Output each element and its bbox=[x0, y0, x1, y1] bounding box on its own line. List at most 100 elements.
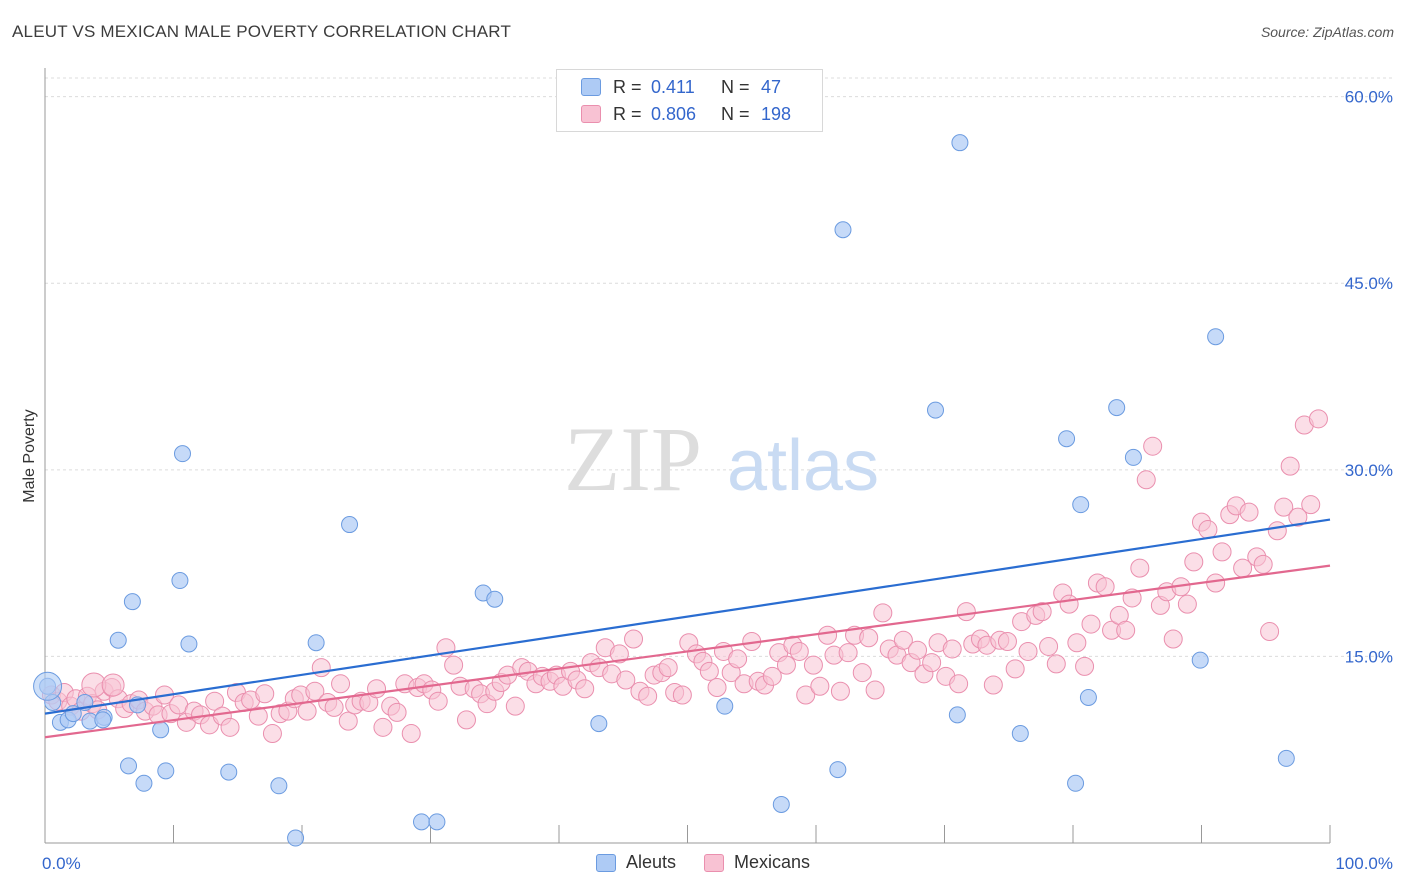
aleuts-point bbox=[307, 634, 325, 652]
mexicans-point bbox=[908, 640, 928, 660]
mexicans-point bbox=[1046, 654, 1066, 674]
mexicans-point bbox=[624, 629, 644, 649]
mexicans-point bbox=[248, 706, 268, 726]
aleuts-point bbox=[123, 593, 141, 611]
mexicans-point bbox=[1301, 495, 1321, 515]
mexicans-point bbox=[505, 696, 525, 716]
mexicans-point bbox=[1177, 594, 1197, 614]
mexicans-point bbox=[324, 697, 344, 717]
mexicans-point bbox=[1039, 636, 1059, 656]
legend-r-label: R = bbox=[613, 103, 642, 124]
series-swatch-mexicans bbox=[704, 853, 724, 872]
aleuts-point bbox=[109, 631, 127, 649]
aleuts-point bbox=[152, 721, 170, 739]
mexicans-point bbox=[873, 603, 893, 623]
y-tick-label: 45.0% bbox=[1345, 274, 1393, 293]
mexicans-point bbox=[1067, 633, 1087, 653]
mexicans-point bbox=[638, 686, 658, 706]
trend-lines bbox=[44, 518, 1331, 739]
legend-r-value: 0.411 bbox=[651, 76, 695, 97]
series-label-aleuts: Aleuts bbox=[625, 852, 676, 872]
mexicans-point bbox=[1163, 629, 1183, 649]
y-tick-labels: 15.0% 30.0% 45.0% 60.0% bbox=[1345, 88, 1393, 667]
series-legend-mexicans[interactable]: Mexicans bbox=[704, 852, 810, 873]
mexicans-point bbox=[367, 679, 387, 699]
mexicans-point bbox=[1198, 520, 1218, 540]
aleuts-point bbox=[33, 671, 63, 701]
mexicans-point bbox=[865, 680, 885, 700]
aleuts-point bbox=[1191, 651, 1209, 669]
mexicans-point bbox=[789, 641, 809, 661]
mexicans-point bbox=[262, 724, 282, 744]
mexicans-point bbox=[893, 630, 913, 650]
mexicans-point bbox=[1253, 554, 1273, 574]
mexicans-point bbox=[830, 681, 850, 701]
aleuts-trendline bbox=[44, 518, 1331, 715]
legend-n-label: N = bbox=[721, 103, 750, 124]
mexicans-point bbox=[338, 711, 358, 731]
axes bbox=[44, 68, 1331, 844]
series-legend-aleuts[interactable]: Aleuts bbox=[595, 852, 676, 873]
mexicans-point bbox=[1075, 656, 1095, 676]
mexicans-point bbox=[1212, 542, 1232, 562]
y-axis-title: Male Poverty bbox=[21, 409, 38, 502]
mexicans-point bbox=[956, 602, 976, 622]
mexicans-point bbox=[1032, 602, 1052, 622]
legend-n-value: 198 bbox=[761, 103, 792, 124]
mexicans-point bbox=[983, 675, 1003, 695]
mexicans-trendline bbox=[44, 564, 1331, 739]
y-tick-label: 30.0% bbox=[1345, 461, 1393, 480]
watermark: ZIP atlas bbox=[564, 408, 879, 510]
mexicans-point bbox=[297, 701, 317, 721]
mexicans-point bbox=[331, 674, 351, 694]
aleuts-point bbox=[1124, 448, 1142, 466]
mexicans-point bbox=[803, 655, 823, 675]
mexicans-point bbox=[1143, 436, 1163, 456]
legend-r-value: 0.806 bbox=[651, 103, 697, 124]
mexicans-point bbox=[796, 685, 816, 705]
mexicans-point bbox=[387, 702, 407, 722]
mexicans-point bbox=[101, 673, 125, 697]
mexicans-point bbox=[205, 691, 225, 711]
aleuts-points bbox=[33, 134, 1295, 847]
mexicans-point bbox=[1206, 573, 1226, 593]
aleuts-point bbox=[1067, 774, 1085, 792]
aleuts-point bbox=[590, 715, 608, 733]
aleuts-point bbox=[1108, 399, 1126, 417]
chart-title: ALEUT VS MEXICAN MALE POVERTY CORRELATIO… bbox=[12, 22, 512, 41]
aleuts-point bbox=[173, 445, 191, 463]
mexicans-point bbox=[1116, 620, 1136, 640]
x-tick-label: 0.0% bbox=[42, 854, 81, 873]
mexicans-point bbox=[1239, 502, 1259, 522]
legend-n-value: 47 bbox=[761, 76, 782, 97]
mexicans-point bbox=[616, 670, 636, 690]
legend-row-mexicans: R = 0.806 N = 198 bbox=[581, 102, 791, 126]
aleuts-point bbox=[120, 757, 138, 775]
aleuts-point bbox=[428, 813, 446, 831]
aleuts-point bbox=[1207, 328, 1225, 346]
aleuts-point bbox=[220, 763, 238, 781]
mexicans-point bbox=[1260, 622, 1280, 642]
watermark-zip: ZIP bbox=[564, 408, 702, 510]
aleuts-point bbox=[1058, 430, 1076, 448]
mexicans-point bbox=[1184, 552, 1204, 572]
aleuts-point bbox=[270, 777, 288, 795]
series-label-mexicans: Mexicans bbox=[734, 852, 811, 872]
mexicans-point bbox=[762, 666, 782, 686]
mexicans-point bbox=[255, 684, 275, 704]
legend-swatch-mexicans bbox=[581, 105, 601, 123]
aleuts-point bbox=[927, 401, 945, 419]
aleuts-point bbox=[157, 762, 175, 780]
mexicans-point bbox=[1280, 456, 1300, 476]
series-swatch-aleuts bbox=[595, 853, 616, 872]
legend-r-label: R = bbox=[613, 76, 642, 97]
aleuts-point bbox=[486, 590, 504, 608]
mexicans-point bbox=[1136, 470, 1156, 490]
mexicans-point bbox=[1130, 558, 1150, 578]
mexicans-point bbox=[707, 678, 727, 698]
mexicans-point bbox=[818, 625, 838, 645]
mexicans-point bbox=[373, 717, 393, 737]
mexicans-point bbox=[997, 631, 1017, 651]
x-tick-label: 100.0% bbox=[1335, 854, 1393, 873]
aleuts-point bbox=[1072, 496, 1090, 514]
